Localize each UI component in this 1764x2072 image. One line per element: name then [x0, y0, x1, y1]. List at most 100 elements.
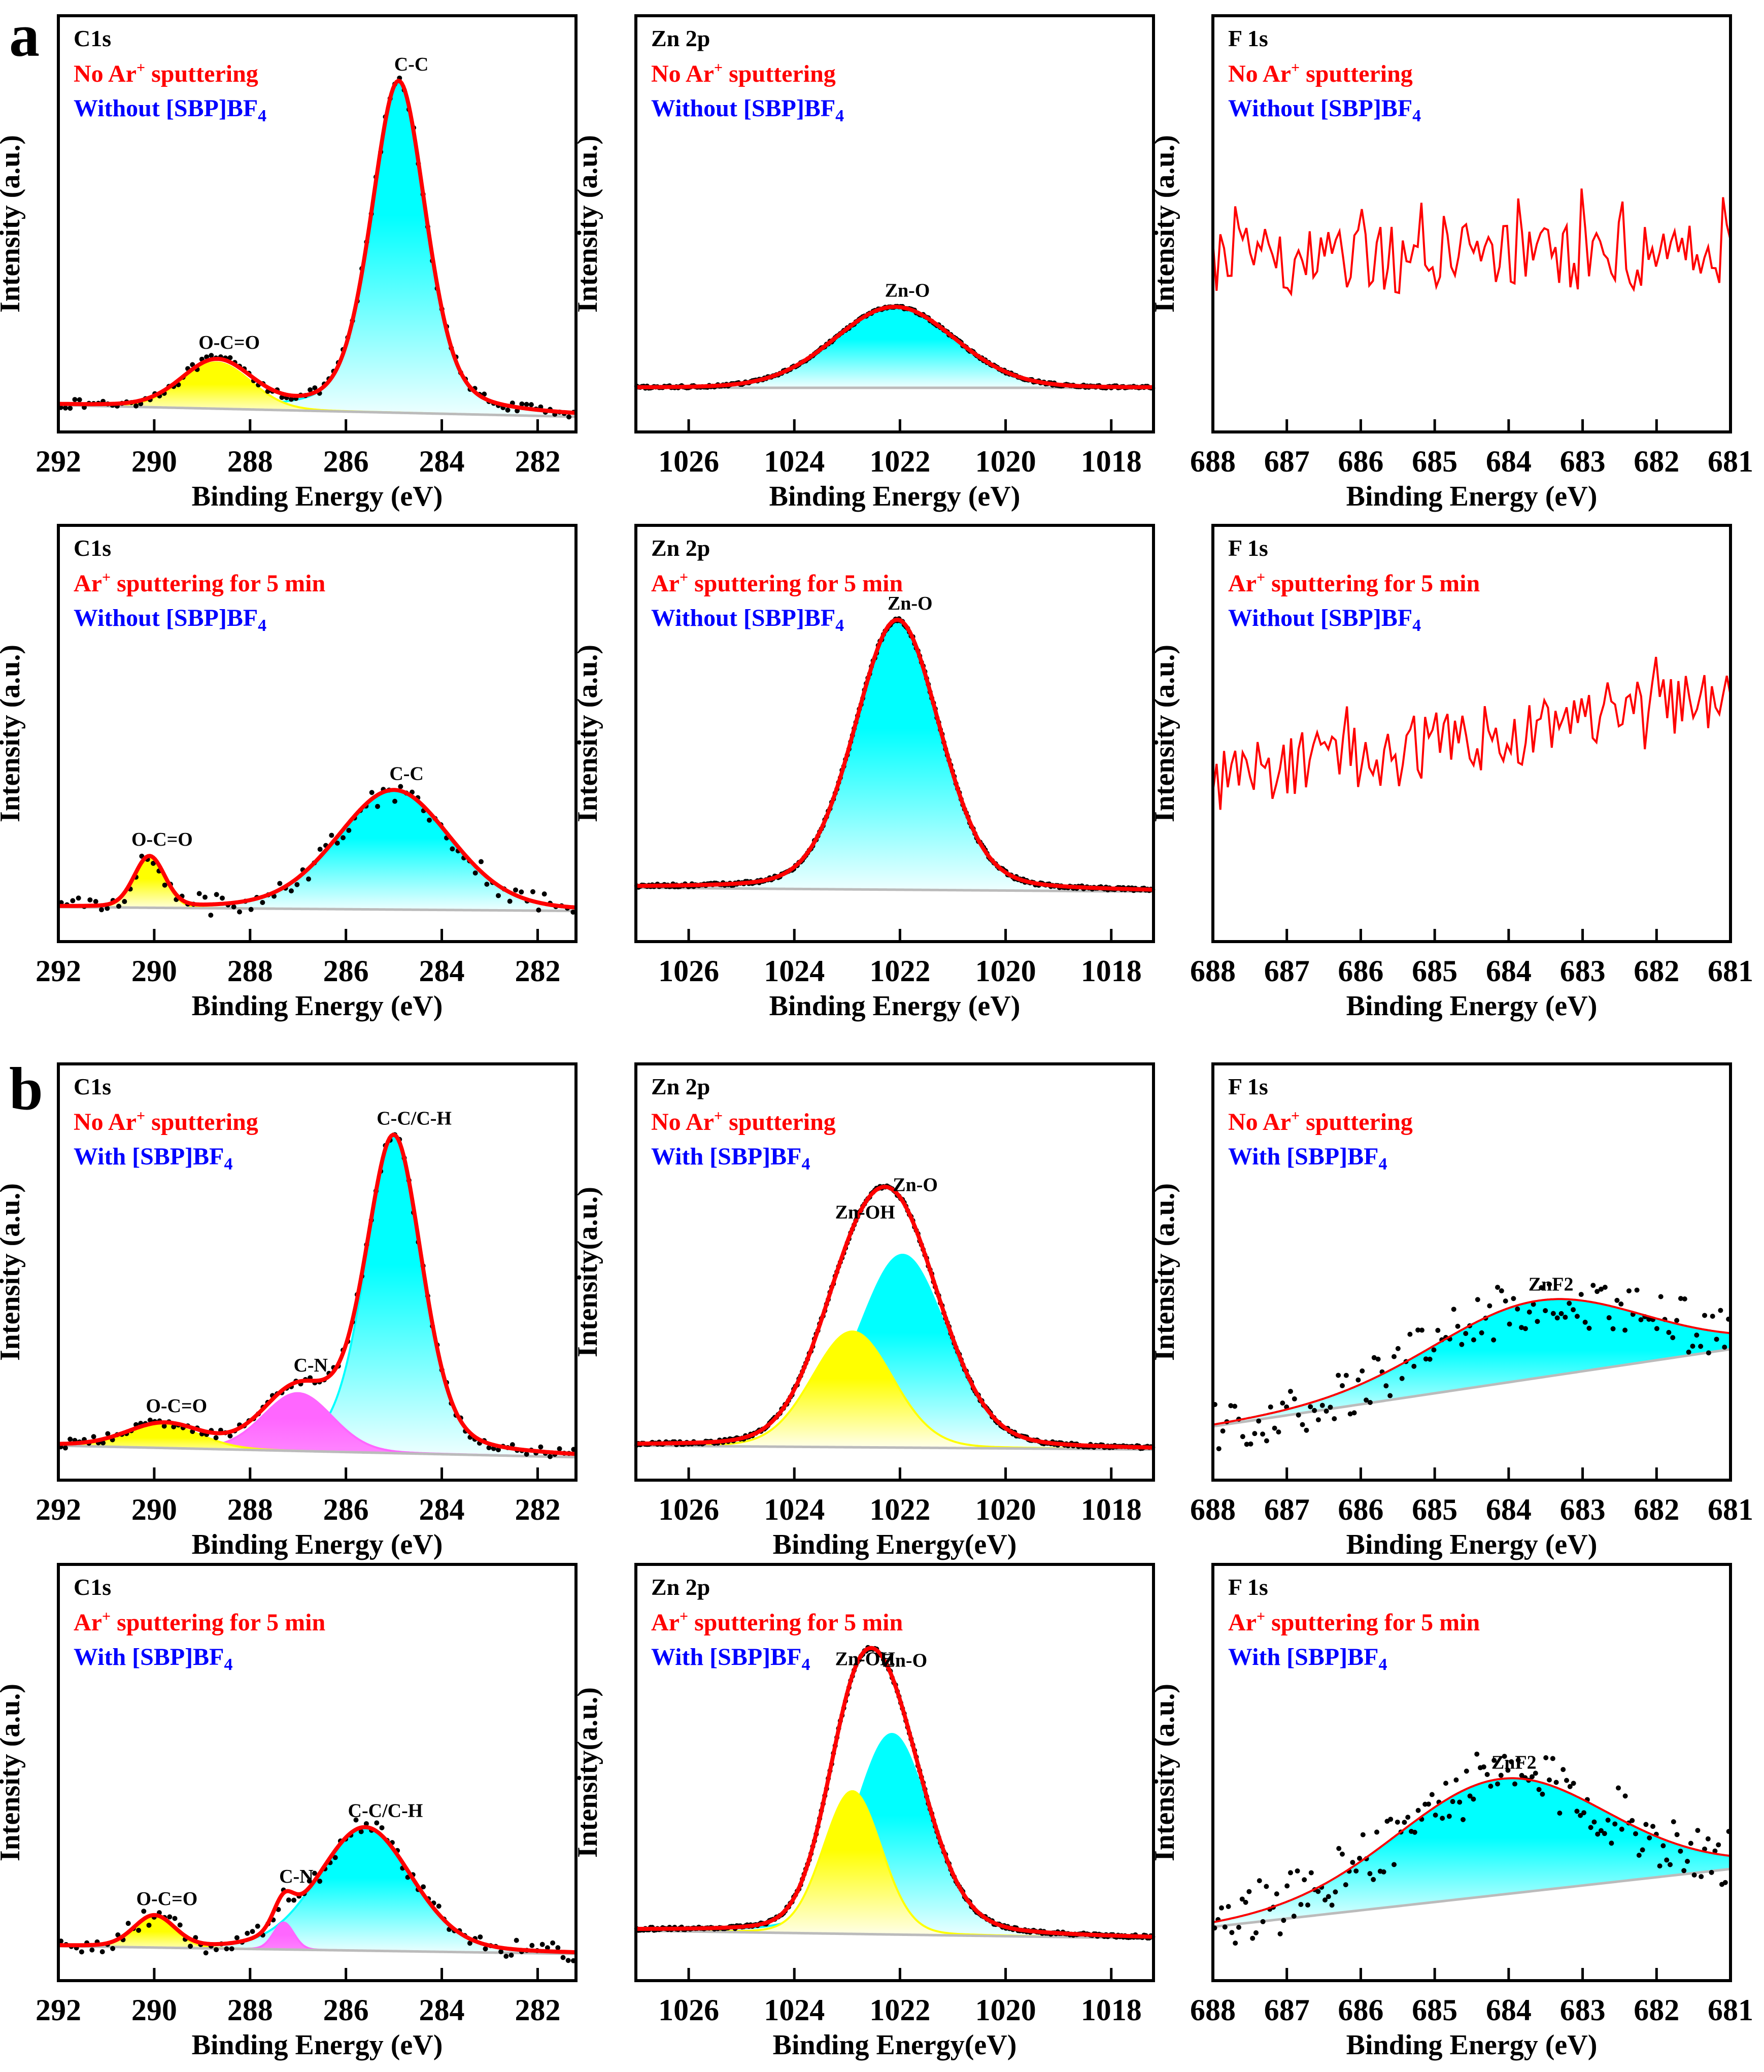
additive-text: Without [SBP]BF — [1228, 95, 1413, 122]
data-point — [1272, 1425, 1277, 1431]
data-point — [1277, 1931, 1283, 1936]
data-point — [1590, 1283, 1596, 1288]
data-point — [1429, 1792, 1435, 1797]
fit-envelope-line — [635, 305, 1154, 389]
plot-frame — [634, 524, 1155, 943]
additive-text: With [SBP]BF — [651, 1644, 802, 1670]
data-point — [100, 1440, 106, 1446]
data-point — [260, 900, 265, 906]
data-point — [294, 882, 300, 887]
data-point — [1328, 1405, 1333, 1410]
chart-annotations: F 1s Ar+ sputtering for 5 min With [SBP]… — [1228, 1576, 1480, 1684]
chart-plot: C-C/C-H C-N O-C=O 292 290 288 286 284 282 Binding… — [36, 1062, 578, 1560]
data-point — [70, 898, 76, 904]
data-point — [484, 881, 490, 887]
data-point — [291, 1897, 297, 1903]
data-point — [1574, 1314, 1580, 1319]
x-axis-label: Binding Energy (eV) — [192, 990, 443, 1022]
data-point — [1464, 1768, 1469, 1774]
x-axis-label: Binding Energy (eV) — [769, 990, 1021, 1022]
data-point — [1503, 1298, 1508, 1304]
peak-label: C-N — [279, 1866, 314, 1887]
data-point — [1530, 1774, 1535, 1780]
chart-title: Zn 2p — [651, 1574, 710, 1600]
chart-title: F 1s — [1228, 25, 1268, 51]
data-point — [289, 888, 294, 894]
data-point — [122, 899, 127, 905]
data-point — [1296, 1412, 1301, 1418]
data-point — [1505, 1767, 1511, 1773]
peak-component-c-c — [58, 790, 576, 911]
data-point — [548, 1454, 553, 1459]
data-point — [1243, 1899, 1248, 1905]
data-point — [77, 397, 82, 403]
x-axis-label: Binding Energy (eV) — [1346, 990, 1598, 1022]
x-tick-label: 682 — [1634, 1993, 1679, 2027]
condition-post: sputtering for 5 min — [111, 1609, 326, 1636]
x-tick-label: 290 — [131, 954, 177, 988]
data-point — [1643, 1822, 1649, 1827]
background-line — [58, 906, 576, 913]
data-point — [1605, 1817, 1611, 1823]
chart-title: F 1s — [1228, 1074, 1268, 1099]
data-point — [133, 403, 139, 409]
chart-plot: 688 687 686 685 684 683 682 681 Binding Energy (… — [1190, 524, 1753, 1022]
fit-envelope-line — [58, 788, 576, 910]
data-point — [1699, 1874, 1704, 1880]
data-point — [227, 355, 233, 360]
chart-title: Zn 2p — [651, 25, 710, 51]
data-point — [214, 892, 219, 897]
x-tick-label: 282 — [515, 445, 560, 478]
condition-post: sputtering — [723, 1109, 836, 1135]
x-tick-label: 292 — [36, 445, 81, 478]
data-point — [1399, 1376, 1405, 1381]
chart-title: C1s — [74, 1574, 112, 1600]
data-point — [1315, 1889, 1321, 1894]
data-point — [508, 1952, 514, 1958]
data-point — [1451, 1307, 1456, 1312]
data-point — [1578, 1292, 1584, 1297]
y-axis-label: Intensity (a.u.) — [0, 135, 26, 313]
data-point — [308, 387, 313, 392]
data-point — [1540, 1791, 1545, 1797]
data-point — [105, 1431, 111, 1436]
data-point — [76, 895, 81, 901]
condition-post: sputtering for 5 min — [1265, 1609, 1480, 1636]
additive-text: With [SBP]BF — [651, 1143, 802, 1170]
data-point — [1350, 1860, 1355, 1865]
data-point — [1236, 1924, 1241, 1930]
data-point — [62, 405, 68, 411]
additive-sub: 4 — [258, 107, 267, 125]
x-tick-label: 687 — [1264, 445, 1310, 478]
data-point — [248, 907, 254, 912]
data-point — [250, 1929, 255, 1934]
xps-panel-zn2p: Intensity(a.u.) Zn-O Zn-OH 1026 1024 1022 102… — [572, 1563, 1156, 2072]
x-tick-label: 688 — [1190, 954, 1236, 988]
additive-sub: 4 — [1378, 1155, 1387, 1174]
plot-frame — [1211, 14, 1732, 433]
data-point — [1288, 1870, 1293, 1876]
data-point — [1563, 1315, 1568, 1320]
data-point — [1498, 1773, 1504, 1778]
data-point — [507, 898, 513, 904]
data-point — [1511, 1296, 1516, 1301]
additive-label: Without [SBP]BF4 — [74, 96, 266, 125]
data-point — [1685, 1859, 1690, 1864]
data-point — [1302, 1877, 1307, 1883]
data-point — [1367, 1400, 1373, 1406]
plot-frame — [1211, 1062, 1732, 1482]
data-point — [1411, 1363, 1417, 1369]
sputter-condition: No Ar+ sputtering — [651, 60, 844, 86]
data-point — [503, 1954, 509, 1959]
additive-sub: 4 — [1412, 616, 1421, 635]
x-tick-label: 1026 — [658, 1493, 719, 1526]
chart-title: Zn 2p — [651, 535, 710, 561]
xps-panel-f1s: Intensity (a.u.) 688 687 686 685 684 683 682 68… — [1149, 524, 1753, 1033]
data-point — [141, 1909, 147, 1914]
data-point — [1550, 1311, 1556, 1316]
peak-component-zn-oh — [636, 1331, 1154, 1450]
x-axis-label: Binding Energy (eV) — [192, 481, 443, 512]
peak-label: O-C=O — [198, 332, 260, 353]
data-point — [1547, 1282, 1552, 1287]
x-tick-label: 1024 — [764, 1993, 825, 2027]
